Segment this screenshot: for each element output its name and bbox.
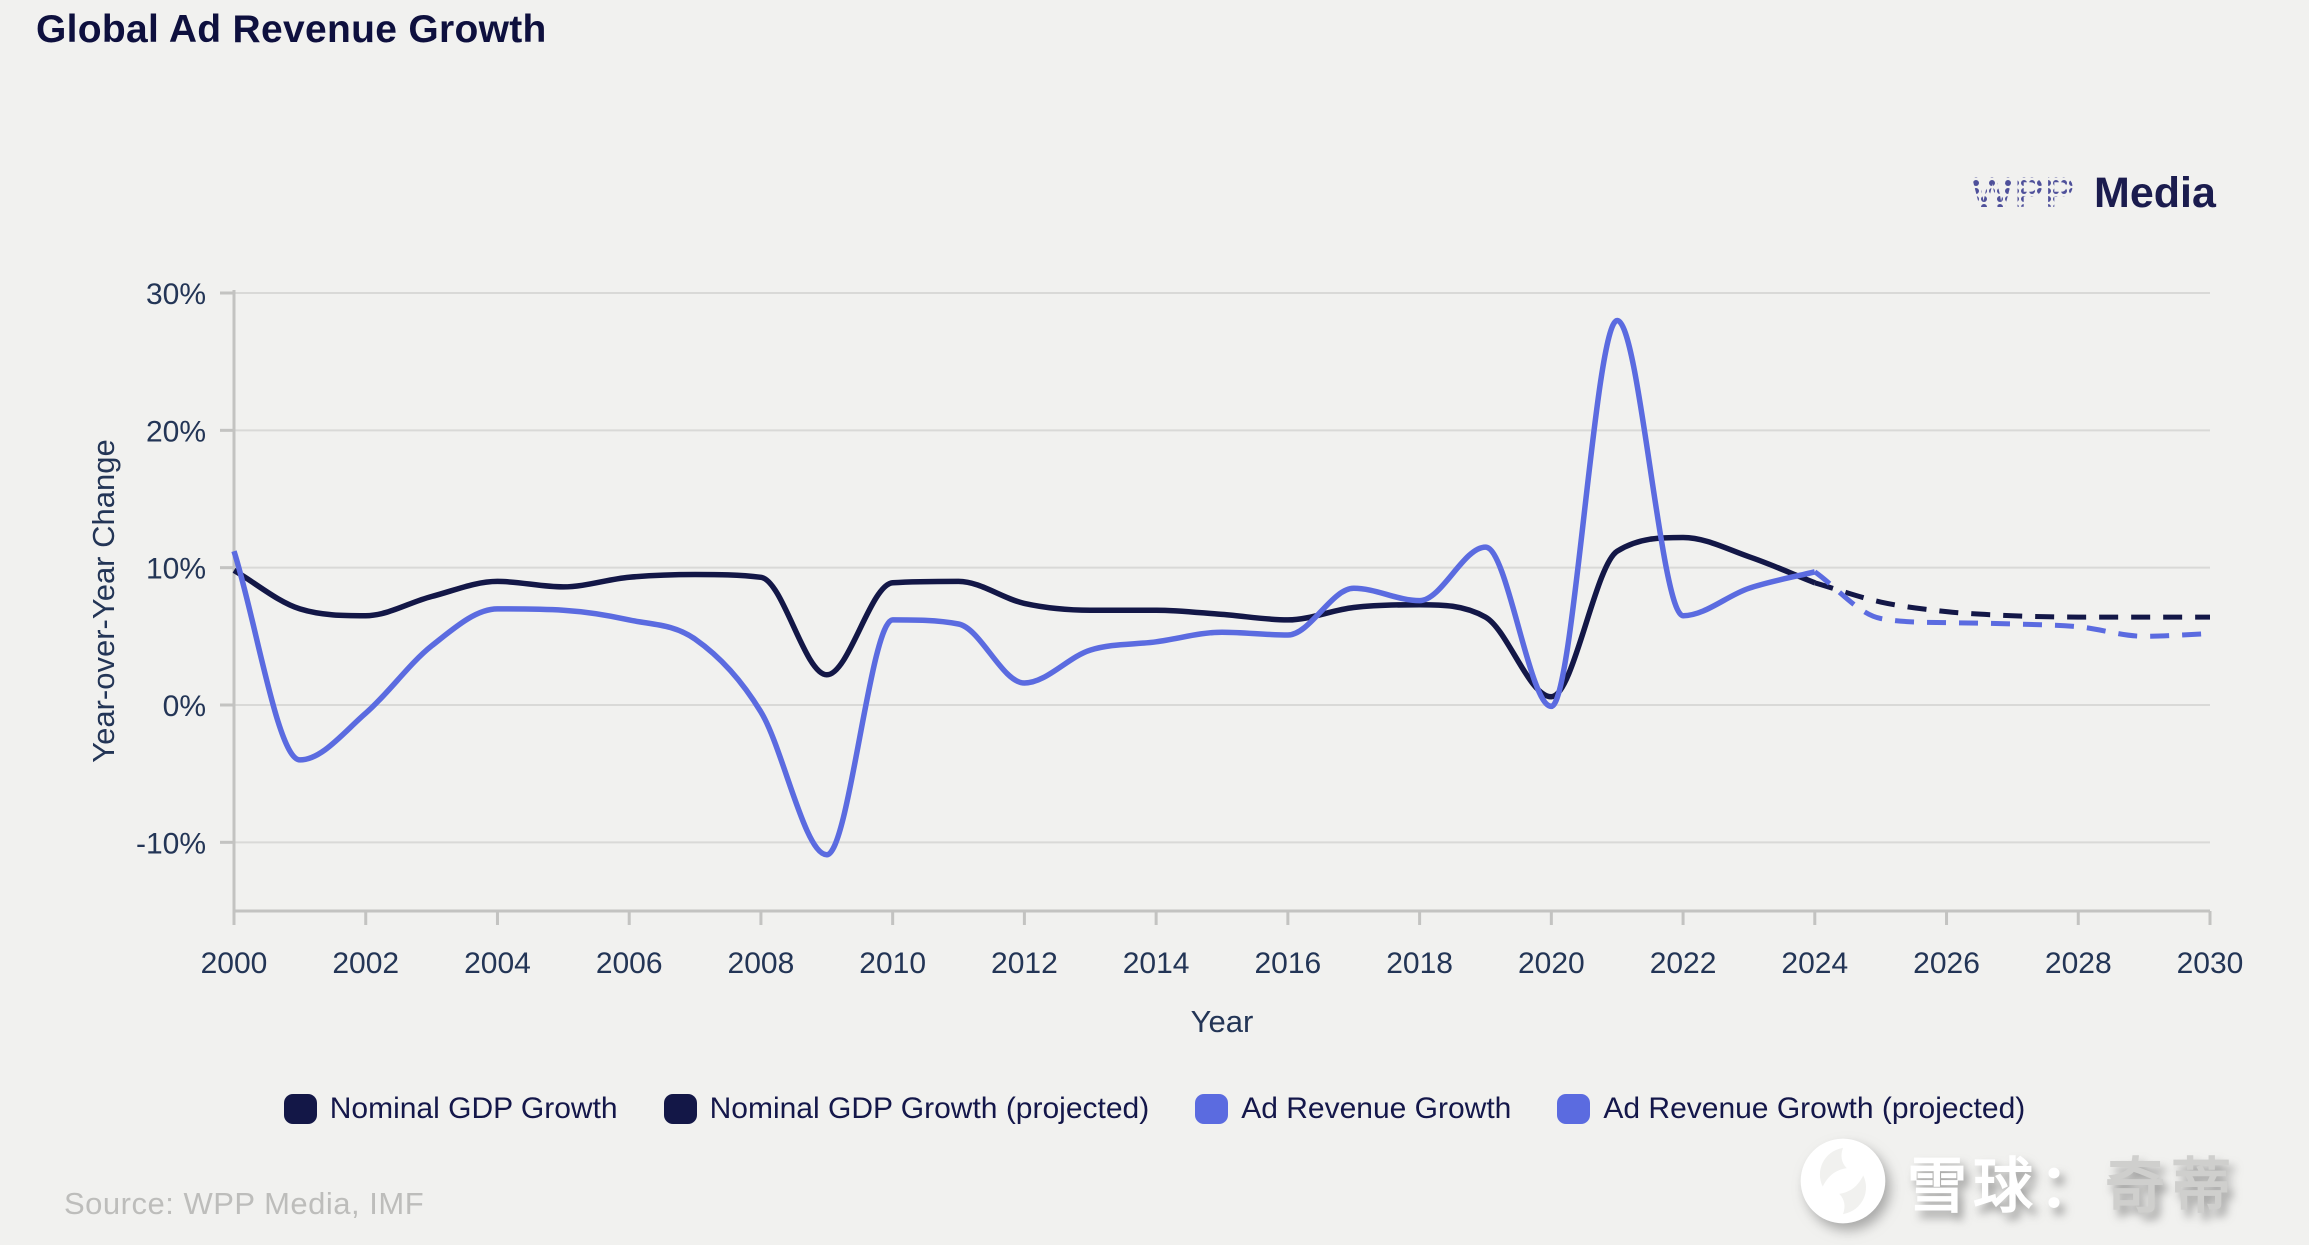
x-tick-label: 2000	[201, 947, 268, 980]
series-line-ad-revenue-growth	[231, 317, 1816, 858]
y-tick-label: 20%	[146, 415, 206, 448]
legend-label: Nominal GDP Growth	[329, 1092, 618, 1125]
series-line-ad-revenue-growth-projected-	[1813, 569, 2211, 639]
x-tick-label: 2004	[464, 947, 531, 980]
legend-item: Nominal GDP Growth	[283, 1092, 618, 1126]
wpp-media-logo: WPP Media	[1972, 169, 2217, 217]
x-tick-label: 2020	[1518, 947, 1585, 980]
x-axis-title: Year	[1190, 1004, 1254, 1039]
axes	[220, 290, 2212, 925]
x-tick-label: 2006	[596, 947, 663, 980]
x-tick-label: 2002	[332, 947, 399, 980]
y-tick-label: 30%	[146, 278, 206, 311]
x-tick-label: 2010	[859, 947, 926, 980]
legend-item: Ad Revenue Growth (projected)	[1557, 1092, 2025, 1126]
legend-swatch	[663, 1094, 697, 1124]
chart-legend: Nominal GDP Growth Nominal GDP Growth (pr…	[0, 1092, 2309, 1126]
x-tick-label: 2016	[1254, 947, 1321, 980]
y-tick-label: -10%	[136, 827, 206, 860]
tick-labels: 30% 20% 10% 0% -10% 2000 2002 2004 2006 2008 2010 2…	[136, 278, 2243, 980]
legend-item: Nominal GDP Growth (projected)	[663, 1092, 1150, 1126]
watermark-site-name: 雪球	[1907, 1152, 2039, 1220]
x-tick-label: 2012	[991, 947, 1058, 980]
source-note: Source: WPP Media, IMF	[64, 1186, 425, 1221]
y-tick-label: 0%	[163, 690, 206, 723]
x-tick-label: 2014	[1123, 947, 1190, 980]
legend-swatch	[283, 1094, 317, 1124]
xueqiu-watermark: 雪球：奇蒂	[1797, 1135, 2237, 1227]
series-line-nominal-gdp-growth-projected-	[1814, 580, 2210, 620]
x-tick-label: 2022	[1650, 947, 1717, 980]
watermark-user-name: 奇蒂	[2105, 1152, 2237, 1220]
legend-swatch	[1195, 1094, 1229, 1124]
legend-swatch	[1557, 1094, 1591, 1124]
legend-label: Ad Revenue Growth	[1241, 1092, 1512, 1125]
x-tick-label: 2024	[1781, 947, 1848, 980]
watermark-text: 雪球：奇蒂	[1907, 1138, 2237, 1225]
x-tick-label: 2026	[1913, 947, 1980, 980]
wpp-logo-text: WPP	[1972, 169, 2076, 217]
x-tick-label: 2018	[1386, 947, 1453, 980]
legend-item: Ad Revenue Growth	[1195, 1092, 1511, 1126]
y-axis-title: Year-over-Year Change	[86, 439, 121, 763]
media-logo-text: Media	[2094, 169, 2217, 217]
series-lines	[231, 317, 2211, 858]
y-tick-label: 10%	[146, 553, 206, 586]
watermark-separator: ：	[2039, 1152, 2105, 1220]
gridlines	[234, 292, 2210, 844]
x-tick-label: 2008	[728, 947, 795, 980]
x-tick-label: 2030	[2177, 947, 2244, 980]
legend-label: Nominal GDP Growth (projected)	[709, 1092, 1150, 1125]
legend-label: Ad Revenue Growth (projected)	[1603, 1092, 2026, 1125]
xueqiu-logo-icon	[1800, 1138, 1886, 1224]
page-title: Global Ad Revenue Growth	[36, 8, 547, 51]
x-tick-label: 2028	[2045, 947, 2112, 980]
